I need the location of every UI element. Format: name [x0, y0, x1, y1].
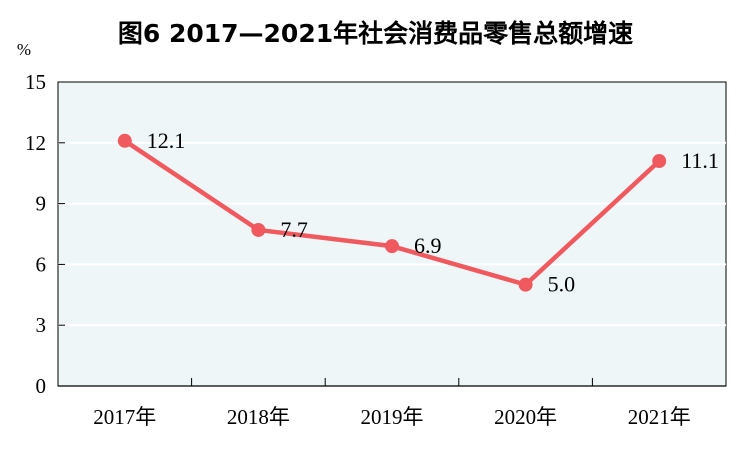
data-label: 6.9 — [414, 233, 442, 258]
y-tick-label: 12 — [25, 131, 46, 155]
x-tick-label: 2020年 — [494, 405, 557, 429]
x-tick-label: 2017年 — [93, 405, 156, 429]
chart-title: 图6 2017—2021年社会消费品零售总额增速 — [117, 19, 634, 48]
y-tick-label: 15 — [25, 70, 46, 94]
y-tick-label: 3 — [36, 313, 47, 337]
data-label: 7.7 — [280, 217, 308, 242]
data-point — [385, 239, 399, 254]
data-label: 5.0 — [548, 272, 576, 297]
y-unit-label: % — [17, 40, 31, 59]
axes: 0 3 6 9 12 15 2017年 2018年 2019年 2020年 2021年 — [25, 70, 726, 429]
y-tick-label: 9 — [36, 192, 47, 216]
x-tick-label: 2018年 — [227, 405, 290, 429]
data-point — [652, 154, 667, 169]
data-point — [117, 133, 132, 148]
data-label: 11.1 — [681, 148, 719, 173]
series-layer: 12.1 7.7 6.9 5.0 11.1 — [117, 128, 719, 297]
y-tick-label: 6 — [36, 252, 47, 276]
x-tick-label: 2021年 — [628, 405, 691, 429]
data-point — [251, 222, 266, 237]
y-tick-label: 0 — [36, 374, 47, 398]
x-tick-label: 2019年 — [361, 405, 424, 429]
plot-area — [57, 81, 727, 387]
data-label: 12.1 — [147, 128, 186, 153]
data-point — [518, 277, 533, 292]
